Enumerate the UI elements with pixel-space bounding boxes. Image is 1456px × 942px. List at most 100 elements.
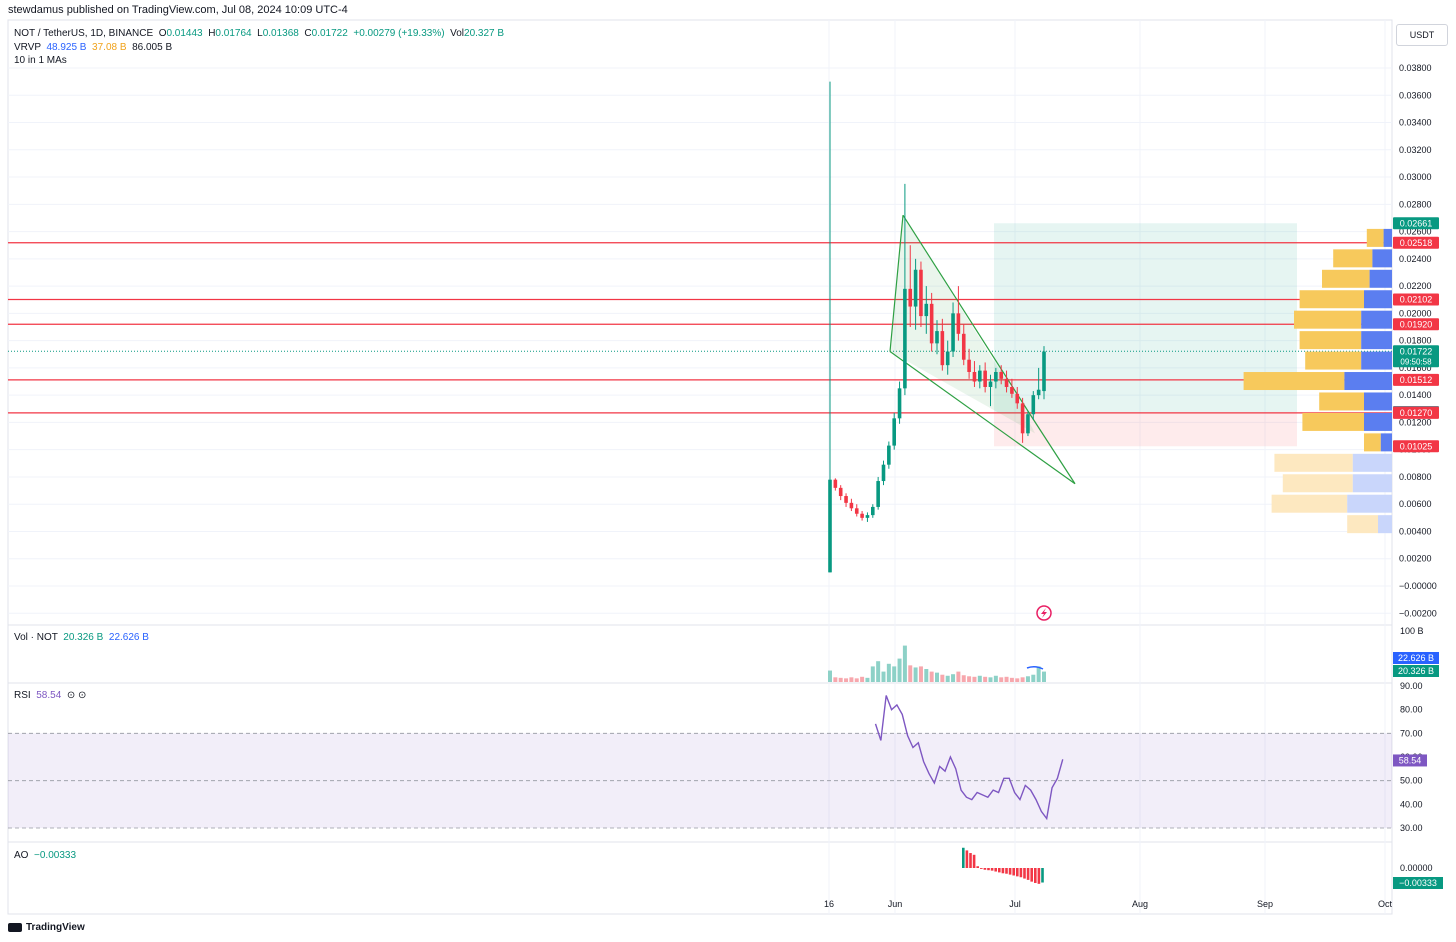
ao-bar bbox=[972, 854, 976, 868]
price-tick-label: 0.00200 bbox=[1399, 554, 1432, 564]
volume-profile-up bbox=[1302, 412, 1364, 431]
volume-bar bbox=[865, 677, 870, 682]
candle bbox=[951, 302, 955, 357]
volume-bar bbox=[940, 674, 945, 682]
candle bbox=[1010, 378, 1014, 398]
vrvp-label: VRVP bbox=[14, 42, 41, 53]
candle-body bbox=[838, 487, 843, 497]
volume-bar bbox=[929, 671, 934, 682]
volume-label-b: 22.626 B bbox=[1398, 653, 1434, 663]
candle-body bbox=[1020, 403, 1025, 434]
price-tick-label: −0.00000 bbox=[1399, 581, 1437, 591]
candle-body bbox=[961, 333, 966, 360]
rsi-label-bg bbox=[1393, 754, 1427, 767]
ao-legend[interactable]: AO −0.00333 bbox=[14, 850, 76, 861]
vrvp-value-3: 86.005 B bbox=[132, 42, 173, 53]
ma-legend[interactable]: 10 in 1 MAs bbox=[14, 55, 67, 66]
footer-brand[interactable]: TradingView bbox=[8, 922, 85, 933]
vrvp-legend[interactable]: VRVP 48.925 B 37.08 B 86.005 B bbox=[14, 42, 172, 53]
eye-icon[interactable]: ⊙ bbox=[66, 690, 76, 701]
candle-body bbox=[844, 496, 848, 503]
candle bbox=[833, 478, 838, 491]
price-label-text: 0.01270 bbox=[1400, 408, 1433, 418]
price-tick-label: −0.00200 bbox=[1399, 608, 1437, 618]
ao-bar bbox=[1026, 868, 1030, 880]
vol-label: Vol bbox=[450, 28, 465, 39]
volume-label-a: 20.326 B bbox=[1398, 666, 1434, 676]
candle bbox=[940, 318, 945, 371]
candle bbox=[1020, 397, 1025, 443]
price-tick-label: 0.03400 bbox=[1399, 118, 1432, 128]
candle-body bbox=[935, 331, 939, 344]
candle-body bbox=[945, 351, 950, 366]
volume-bar bbox=[993, 675, 998, 682]
symbol-legend[interactable]: NOT / TetherUS, 1D, BINANCE O0.01443 H0.… bbox=[14, 28, 504, 39]
candle-body bbox=[1036, 389, 1041, 396]
candle bbox=[871, 504, 875, 518]
change-value: +0.00279 (+19.33%) bbox=[353, 28, 445, 39]
wedge-upper-line bbox=[902, 214, 1031, 415]
volume-profile-down bbox=[1372, 249, 1392, 268]
rsi-legend[interactable]: RSI 58.54 ⊙ ⊙ bbox=[14, 690, 86, 701]
price-tick-label: 0.03600 bbox=[1399, 90, 1432, 100]
volume-profile-down bbox=[1361, 310, 1392, 329]
falling-wedge bbox=[889, 214, 1076, 485]
candle bbox=[838, 485, 843, 501]
volume-ma-line bbox=[1026, 665, 1044, 670]
volume-bar bbox=[870, 666, 875, 682]
ao-bar bbox=[983, 868, 987, 870]
volume-bar bbox=[1009, 677, 1014, 682]
price-label: 0.02518 bbox=[1393, 236, 1439, 249]
candle bbox=[978, 365, 982, 389]
candle bbox=[828, 81, 832, 573]
candle-body bbox=[860, 513, 864, 518]
candle bbox=[988, 374, 993, 407]
price-tick-label: 0.01800 bbox=[1399, 336, 1432, 346]
price-label-countdown: 09:50:58 bbox=[1400, 357, 1432, 366]
candle-body bbox=[908, 288, 913, 307]
candle-body bbox=[967, 359, 971, 372]
time-tick-label: Sep bbox=[1257, 899, 1273, 909]
price-label-text: 0.02518 bbox=[1400, 238, 1433, 248]
volume-profile-up bbox=[1299, 331, 1362, 350]
lightning-icon[interactable] bbox=[1036, 605, 1052, 621]
ao-bar bbox=[1041, 868, 1044, 883]
ao-legend-value: −0.00333 bbox=[34, 850, 77, 861]
candle bbox=[999, 365, 1003, 385]
volume-bar bbox=[838, 677, 843, 682]
wedge-fill bbox=[890, 215, 1035, 434]
ao-bar bbox=[969, 853, 972, 868]
price-label-bg bbox=[1393, 236, 1439, 249]
volume-profile-up bbox=[1333, 249, 1373, 268]
candle-body bbox=[1004, 378, 1009, 387]
candle bbox=[1042, 346, 1046, 400]
currency-button[interactable]: USDT bbox=[1396, 24, 1448, 46]
volume-profile-down bbox=[1364, 412, 1392, 431]
price-label: 0.02661 bbox=[1393, 217, 1439, 230]
volume-pane: 100 B 22.626 B 20.326 B bbox=[828, 626, 1439, 682]
price-tick-label: 0.01200 bbox=[1399, 417, 1432, 427]
price-tick-label: 0.02000 bbox=[1399, 308, 1432, 318]
volume-bar bbox=[983, 676, 988, 682]
volume-bar bbox=[972, 676, 977, 682]
volume-bar bbox=[881, 671, 886, 682]
ao-bar bbox=[1019, 868, 1023, 878]
candle-body bbox=[1010, 386, 1014, 394]
time-tick-label: Oct bbox=[1378, 899, 1393, 909]
candle-body bbox=[903, 288, 907, 389]
price-tick-label: 0.03200 bbox=[1399, 145, 1432, 155]
volume-profile-down bbox=[1347, 494, 1392, 513]
volume-profile-up bbox=[1366, 228, 1384, 247]
volume-legend[interactable]: Vol · NOT 20.326 B 22.626 B bbox=[14, 632, 149, 643]
publisher-caption: stewdamus published on TradingView.com, … bbox=[8, 4, 348, 16]
volume-profile-up bbox=[1282, 474, 1353, 493]
candle bbox=[913, 258, 918, 330]
volume-bar bbox=[854, 678, 859, 682]
volume-profile-down bbox=[1361, 351, 1392, 370]
rsi-line bbox=[874, 695, 1064, 821]
candle-body bbox=[978, 370, 982, 382]
settings-icon[interactable]: ⊙ bbox=[78, 690, 87, 701]
open-label: O bbox=[158, 28, 167, 39]
volume-bar bbox=[961, 675, 966, 682]
